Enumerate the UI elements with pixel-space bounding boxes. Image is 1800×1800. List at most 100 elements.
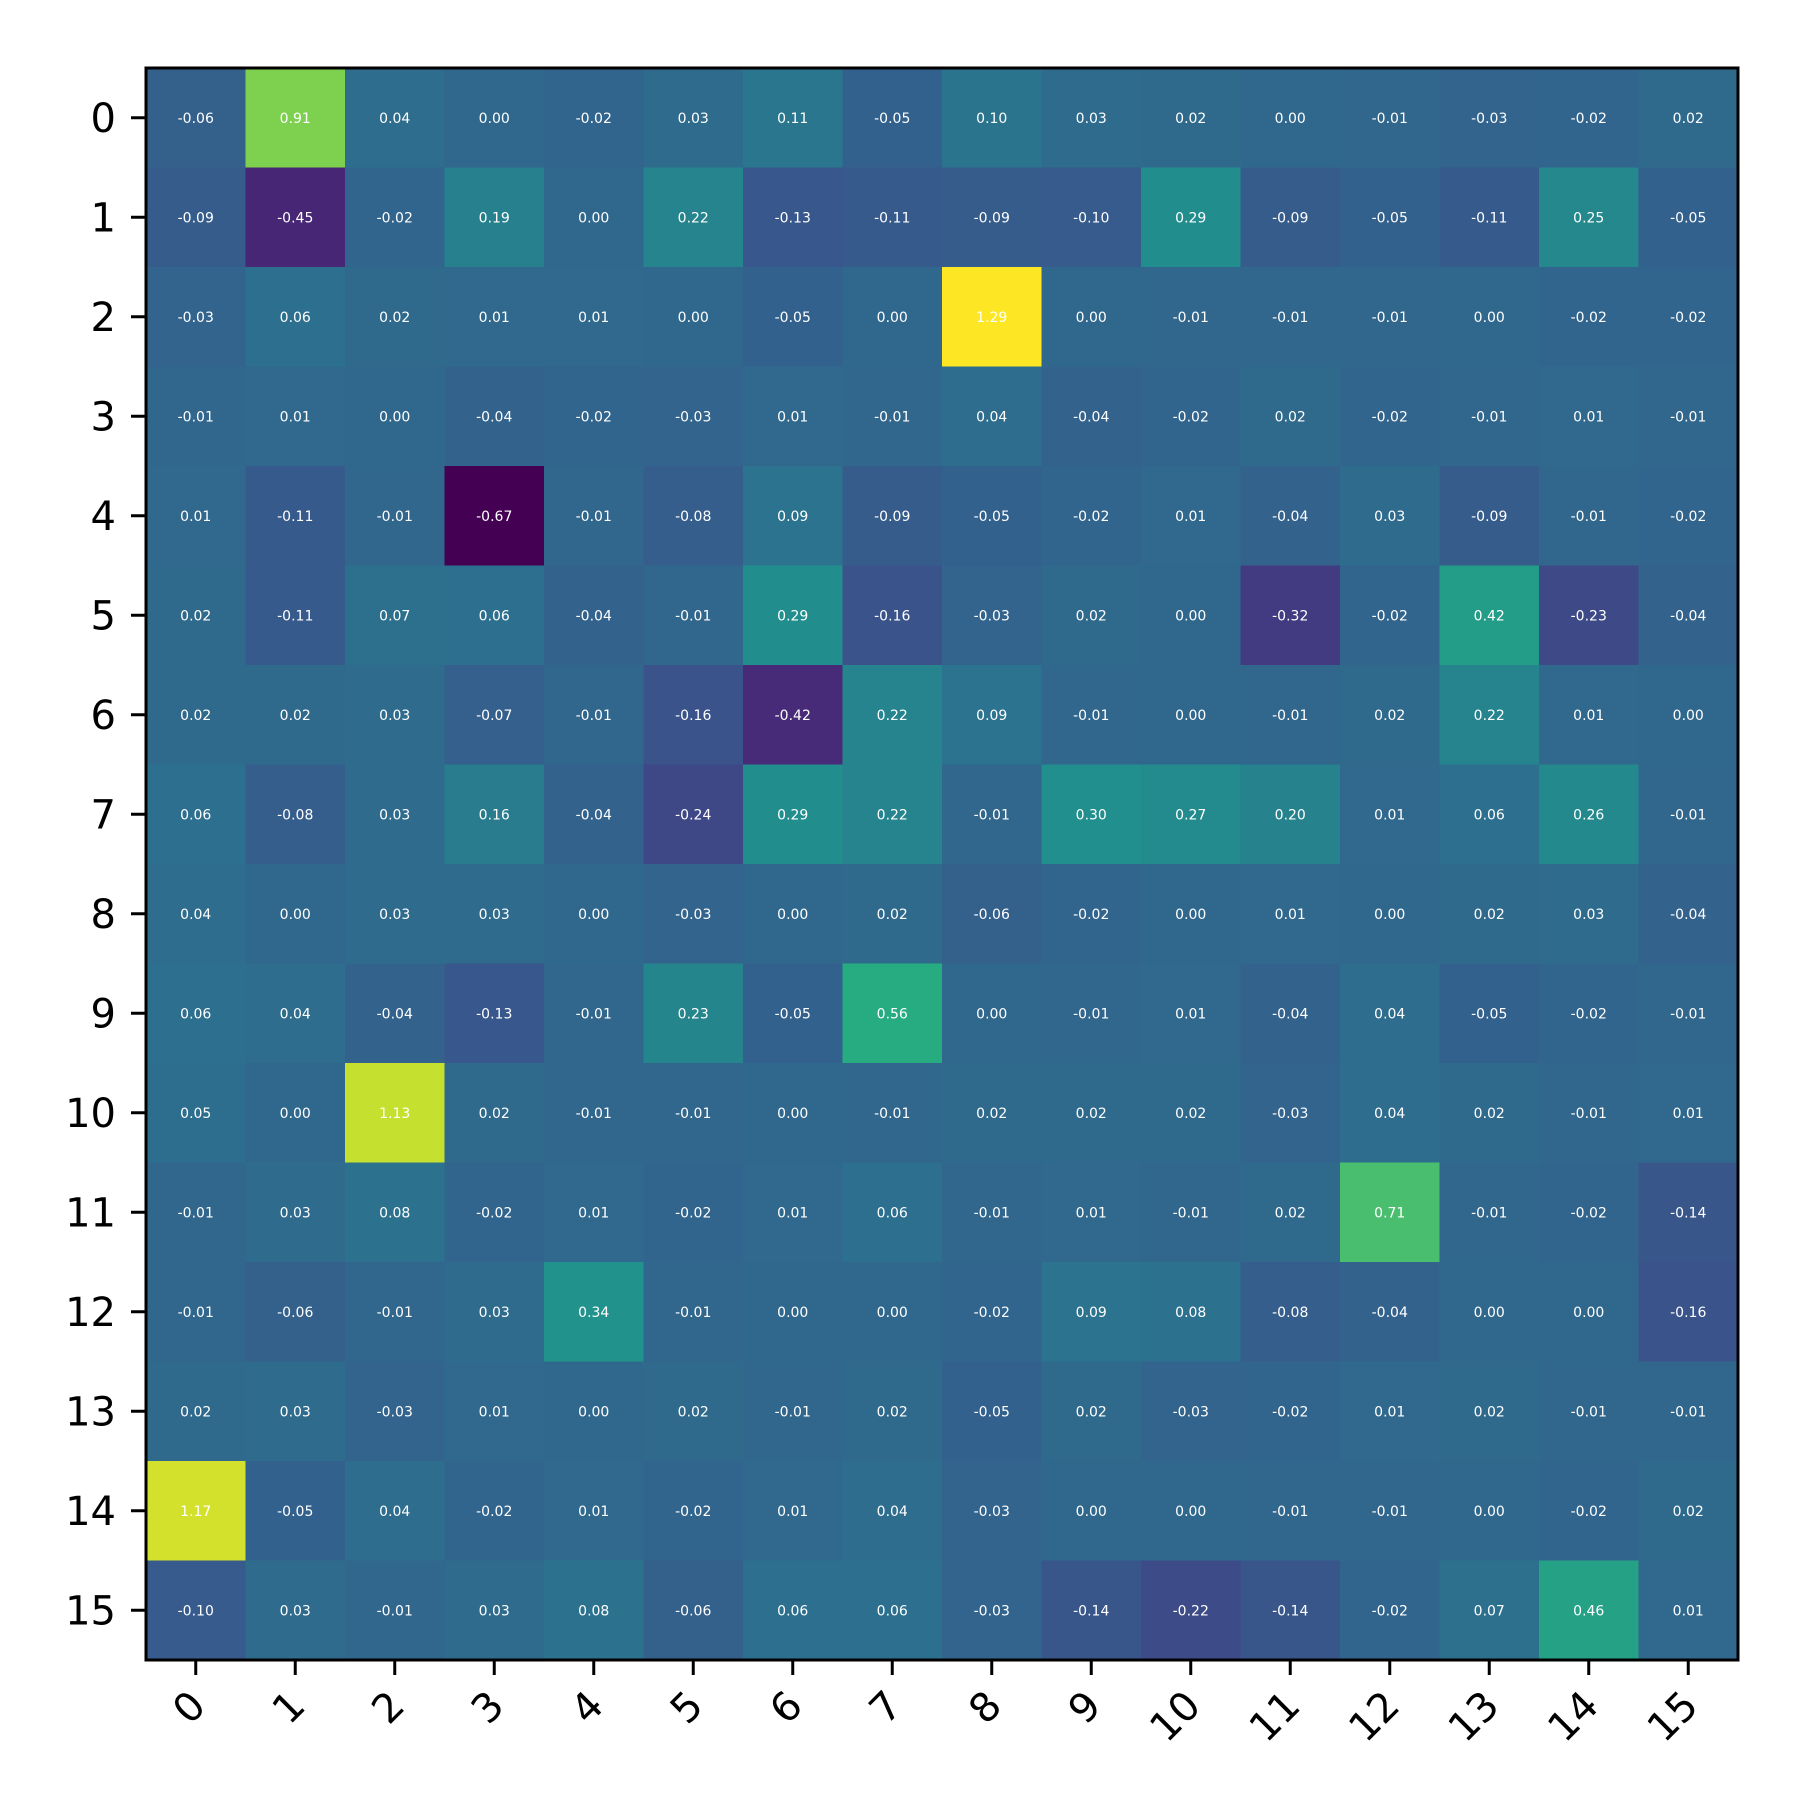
heatmap-cell: [942, 1461, 1043, 1562]
cell-value-label: -0.05: [1670, 210, 1706, 226]
heatmap-cell: [1141, 665, 1242, 766]
heatmap-cell: [444, 1361, 545, 1462]
heatmap-cell: [1041, 167, 1142, 268]
heatmap-cell: [1141, 963, 1242, 1064]
cell-value-label: 0.01: [578, 1504, 609, 1520]
cell-value-label: -0.01: [377, 1305, 413, 1321]
cell-value-label: 0.06: [777, 1603, 808, 1619]
cell-value-label: -0.05: [874, 111, 910, 127]
heatmap-cell: [842, 764, 943, 865]
cell-value-label: 0.25: [1573, 210, 1604, 226]
cell-value-label: -0.04: [1670, 608, 1706, 624]
heatmap-cell: [1141, 167, 1242, 268]
heatmap-cell: [1439, 1262, 1540, 1363]
x-tick-label: 14: [1539, 1683, 1608, 1752]
heatmap-cell: [544, 864, 645, 965]
cell-value-label: 0.03: [678, 111, 709, 127]
cell-value-label: -0.05: [1372, 210, 1408, 226]
cell-value-label: -0.16: [1670, 1305, 1706, 1321]
y-tick-label: 7: [91, 792, 116, 838]
cell-value-label: -0.16: [874, 608, 910, 624]
heatmap-cell: [1041, 1162, 1142, 1263]
heatmap-cell: [345, 1560, 446, 1661]
cell-value-label: -0.03: [675, 907, 711, 923]
heatmap-cell: [1240, 167, 1341, 268]
heatmap-cell: [942, 963, 1043, 1064]
cell-value-label: 0.04: [280, 1006, 311, 1022]
heatmap-cell: [1141, 764, 1242, 865]
heatmap-cell: [1439, 68, 1540, 169]
heatmap-cell: [544, 167, 645, 268]
y-tick-label: 11: [65, 1190, 116, 1236]
plot-frame: [144, 66, 1740, 1662]
y-tick-label: 14: [65, 1489, 116, 1535]
cell-value-label: -0.01: [1073, 1006, 1109, 1022]
heatmap-cell: [245, 1162, 346, 1263]
heatmap-cell: [1041, 366, 1142, 467]
cell-value-label: 0.23: [678, 1006, 709, 1022]
heatmap-cell: [444, 565, 545, 666]
cell-value-label: -0.01: [178, 1205, 214, 1221]
cell-value-label: -0.42: [775, 708, 811, 724]
heatmap-cell: [146, 466, 247, 567]
cell-value-label: 0.03: [1374, 509, 1405, 525]
heatmap-cell: [842, 466, 943, 567]
cell-value-label: -0.09: [1272, 210, 1308, 226]
y-tick-label: 15: [65, 1588, 116, 1634]
x-axis: 0 1 2 3 4 5 6 7 8 9 10 11 12 13 14 15: [164, 1660, 1707, 1751]
heatmap-cell: [1041, 665, 1142, 766]
cell-value-label: 0.01: [1175, 1006, 1206, 1022]
x-tick-label: 11: [1241, 1683, 1310, 1752]
heatmap-cell: [1141, 1162, 1242, 1263]
cell-value-label: -0.01: [874, 1106, 910, 1122]
heatmap-cell: [1240, 1262, 1341, 1363]
heatmap-cell: [1340, 665, 1441, 766]
x-tick-label: 12: [1340, 1683, 1409, 1752]
cell-value-label: 0.00: [678, 310, 709, 326]
cell-value-label: -0.14: [1073, 1603, 1109, 1619]
heatmap-cell: [942, 1361, 1043, 1462]
heatmap-cell: [444, 665, 545, 766]
cell-value-label: -0.08: [1272, 1305, 1308, 1321]
cell-value-label: 0.02: [280, 708, 311, 724]
heatmap-cell: [444, 1560, 545, 1661]
cell-value-label: -0.03: [974, 608, 1010, 624]
heatmap-cell: [643, 764, 744, 865]
heatmap-cell: [544, 1560, 645, 1661]
heatmap-cell: [1638, 1162, 1739, 1263]
cell-value-label: -0.09: [974, 210, 1010, 226]
heatmap-cell: [1141, 864, 1242, 965]
cell-value-label: 0.00: [1275, 111, 1306, 127]
heatmap-cell: [1340, 1063, 1441, 1164]
heatmap-cell: [643, 1560, 744, 1661]
cell-value-label: -0.01: [1173, 310, 1209, 326]
y-tick-label: 0: [91, 96, 116, 142]
x-tick-label: 7: [861, 1683, 912, 1734]
heatmap-cell: [544, 1361, 645, 1462]
cell-value-label: 0.01: [1673, 1106, 1704, 1122]
cell-value-label: 0.00: [1474, 310, 1505, 326]
cell-value-label: 0.01: [1573, 409, 1604, 425]
heatmap-cell: [146, 1262, 247, 1363]
cell-value-label: 0.06: [479, 608, 510, 624]
cell-value-label: 0.42: [1474, 608, 1505, 624]
heatmap-cell: [1638, 267, 1739, 368]
heatmap-cell: [643, 1361, 744, 1462]
cell-value-label: -0.10: [178, 1603, 214, 1619]
cell-value-label: 0.00: [1474, 1305, 1505, 1321]
x-tick-label: 2: [363, 1683, 414, 1734]
heatmap-cell: [1340, 1262, 1441, 1363]
cell-value-label: 0.26: [1573, 807, 1604, 823]
cell-value-label: -0.04: [377, 1006, 413, 1022]
cell-value-label: 0.08: [578, 1603, 609, 1619]
heatmap-cell: [1240, 366, 1341, 467]
cell-value-label: 0.00: [1076, 1504, 1107, 1520]
heatmap-cell: [146, 366, 247, 467]
heatmap-cell: [1439, 963, 1540, 1064]
heatmap-cell: [444, 764, 545, 865]
cell-value-label: -0.13: [775, 210, 811, 226]
y-tick-label: 13: [65, 1389, 116, 1435]
cell-value-label: -0.09: [1471, 509, 1507, 525]
heatmap-cell: [1439, 565, 1540, 666]
